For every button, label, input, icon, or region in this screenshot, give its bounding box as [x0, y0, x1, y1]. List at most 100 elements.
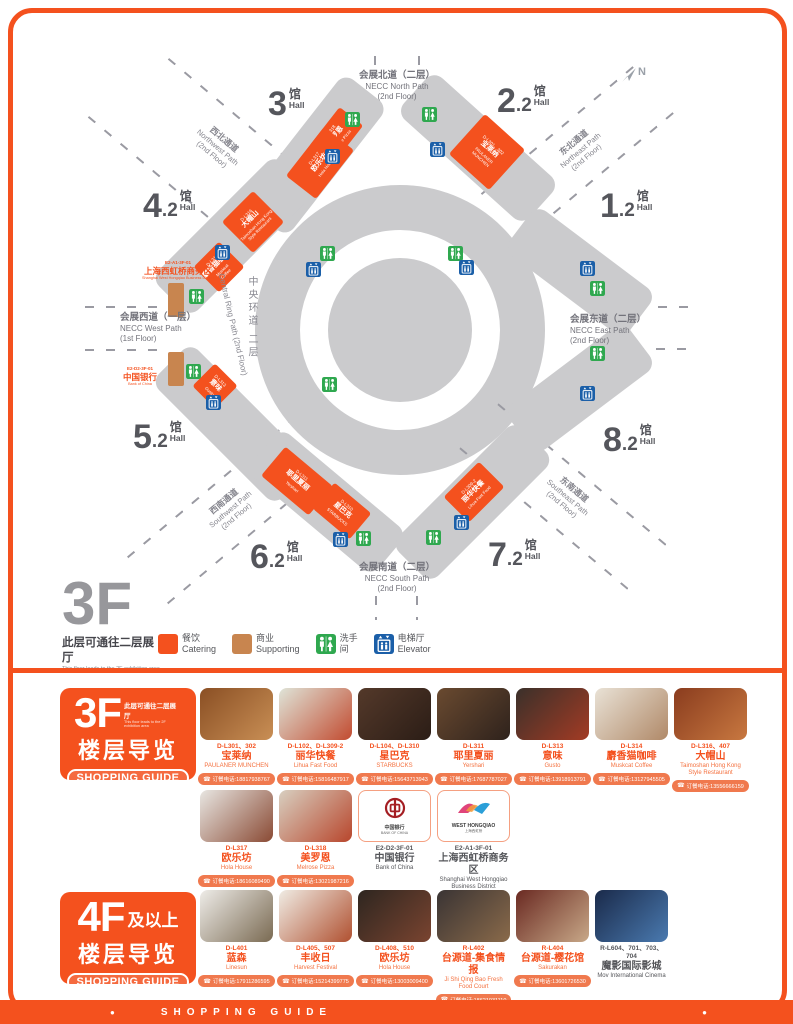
shop-card[interactable]: D-L301、302 宝莱纳 PAULANER MUNCHEN ☎ 订餐电话:18817… [198, 688, 275, 792]
phone-button[interactable]: ☎ 订餐电话:13003009400 [356, 975, 433, 988]
hall-label-3: 3 馆 Hall [268, 87, 305, 121]
shop-card[interactable]: D-L314 麝香猫咖啡 Muskcat Coffee ☎ 订餐电话:131279455… [593, 688, 670, 792]
phone-button[interactable]: ☎ 订餐电话:13021987216 [277, 875, 354, 888]
hall-label-62: 6.2 馆 Hall [250, 538, 303, 576]
hall-number: 8 [603, 421, 622, 459]
floor-3f-note-en: This floor leads to the 2F exhibition ar… [124, 719, 166, 728]
shop-name-en: Mov International Cinema [597, 973, 666, 980]
phone-button[interactable]: ☎ 订餐电话:13556666159 [672, 779, 749, 792]
phone-button[interactable]: ☎ 订餐电话:18817938767 [198, 773, 275, 786]
legend-item-supporting: 商业 Supporting [232, 633, 300, 655]
supporting-area [168, 352, 184, 386]
hall-number: 1 [600, 187, 619, 225]
shop-name-cn: 大帽山 [695, 751, 726, 763]
road-name-en: NECC North Path [365, 82, 429, 92]
shop-photo [200, 688, 273, 740]
hall-label-82: 8.2 馆 Hall [603, 421, 655, 459]
phone-icon: ☎ [519, 978, 527, 985]
phone-button[interactable]: ☎ 订餐电话:17911286595 [198, 975, 275, 988]
phone-button[interactable]: ☎ 订餐电话:15643713943 [356, 773, 433, 786]
map-toilet-icon [422, 107, 437, 122]
shop-card[interactable]: 中国银行 BANK OF CHINA E2-D2-3F-01 中国银行 Bank of … [358, 790, 431, 891]
legend-supporting-swatch [232, 633, 253, 654]
hall-suffix-cn: 馆 [179, 189, 192, 203]
guide-4f-header: 4F 及以上 楼层导览 SHOPPING GUIDE [60, 892, 196, 991]
phone-number: 订餐电话:18817938767 [212, 777, 270, 784]
legend-label-en: Catering [182, 643, 217, 654]
road-label: 会展西道（一层） NECC West Path (1st Floor) [120, 312, 230, 344]
shop-name-cn: 宝莱纳 [221, 751, 252, 763]
supporting-area [168, 283, 184, 317]
map-toilet-icon [590, 281, 605, 296]
shop-photo [516, 688, 589, 740]
label-name-cn: 中国银行 [122, 371, 157, 382]
phone-button[interactable]: ☎ 订餐电话:13127945505 [593, 773, 670, 786]
shop-name-cn: 美罗恩 [300, 853, 331, 865]
guide-3f-row2: D-L317 欧乐坊 Hola House ☎ 订餐电话:18616089490 D-L3… [198, 790, 510, 891]
hall-number: 2 [497, 82, 516, 120]
shop-code: D-L311 [462, 743, 485, 750]
hall-suffix: 馆 Hall [524, 538, 541, 562]
guide-3f-badge: SHOPPING GUIDE [66, 768, 190, 787]
shop-card[interactable]: D-L317 欧乐坊 Hola House ☎ 订餐电话:18616089490 [198, 790, 275, 891]
phone-button[interactable]: ☎ 订餐电话:15214399775 [277, 975, 354, 988]
shop-card[interactable]: D-L313 意味 Gusto ☎ 订餐电话:13918913791 [514, 688, 591, 792]
map-elevator-icon [306, 262, 321, 277]
legend-item-catering: 餐饮 Catering [158, 633, 216, 655]
map-toilet-icon [426, 530, 441, 545]
label-name-en: Bank of China [128, 382, 152, 387]
road-floor: (1st Floor) [120, 334, 157, 344]
shop-photo [279, 790, 352, 842]
shop-card[interactable]: D-L104、D-L310 星巴克 STARBUCKS ☎ 订餐电话:156437139… [356, 688, 433, 792]
shop-code: D-L317 [225, 845, 248, 852]
hall-label-52: 5.2 馆 Hall [133, 420, 185, 454]
shop-card[interactable]: D-L405、507 丰收日 Harvest Festival ☎ 订餐电话:15214… [277, 890, 354, 1006]
shop-card[interactable]: D-L102、D-L309-2 丽华快餐 Lihua Fast Food ☎ 订餐电话:… [277, 688, 354, 792]
map-elevator-icon [215, 245, 230, 260]
map-toilet-icon [356, 531, 371, 546]
phone-button[interactable]: ☎ 订餐电话:18616089490 [198, 875, 275, 888]
hall-suffix: 馆 Hall [534, 84, 550, 108]
phone-button[interactable]: ☎ 订餐电话:13918913791 [514, 773, 591, 786]
guide-4f-badge: SHOPPING GUIDE [66, 972, 190, 991]
phone-button[interactable]: ☎ 订餐电话:15816487917 [277, 773, 354, 786]
shop-card[interactable]: R-L604、701、703、704 魔影国际影城 Mov Internationa… [595, 890, 668, 1006]
shop-code: D-L401 [225, 945, 248, 952]
hall-suffix-en: Hall [286, 553, 303, 564]
hall-suffix-cn: 馆 [524, 538, 537, 552]
phone-number: 订餐电话:13918913791 [528, 777, 586, 784]
shop-card[interactable]: R-L404 台源道-樱花馆 Sakurakan ☎ 订餐电话:13601726530 [514, 890, 591, 1006]
phone-number: 订餐电话:13003009400 [370, 979, 428, 986]
shop-name-en: Ji Shi Qing Bao Fresh Food Court [444, 977, 503, 991]
phone-button[interactable]: ☎ 订餐电话:13601726530 [514, 975, 591, 988]
path-dashed-line [375, 596, 377, 620]
hall-suffix-en: Hall [636, 202, 653, 213]
path-name-en: Northeast Path [558, 130, 603, 170]
path-dashed-line [416, 596, 418, 620]
shop-card[interactable]: D-L311 耶里夏丽 Yershari ☎ 订餐电话:17687787027 [435, 688, 512, 792]
central-ring-label-cn: 中央环道 二层 [246, 276, 257, 360]
legend-item-toilet: 洗手间 [315, 633, 358, 655]
shop-name-cn: 丰收日 [300, 953, 331, 965]
shop-card[interactable]: WEST HONGQIAO 上海西虹桥 E2-A1-3F-01 上海西虹桥商务区 Sha… [437, 790, 510, 891]
bottom-bar-dot-right: ● [702, 1007, 707, 1017]
shop-card[interactable]: D-L318 美罗恩 Melrose Pizza ☎ 订餐电话:13021987216 [277, 790, 354, 891]
shop-name-cn: 上海西虹桥商务区 [438, 853, 509, 877]
phone-button[interactable]: ☎ 订餐电话:17687787027 [435, 773, 512, 786]
hall-number: 6 [250, 538, 269, 576]
hall-suffix: 馆 Hall [179, 189, 196, 213]
shop-card[interactable]: D-L401 蓝森 Linesun ☎ 订餐电话:17911286595 [198, 890, 275, 1006]
shop-name-en: Bank of China [375, 865, 414, 872]
road-name-en: NECC South Path [364, 574, 430, 584]
legend-label-en: Elevator [397, 643, 431, 654]
shop-card[interactable]: D-L316、407 大帽山 Taimoshan Hong Kong Style R… [672, 688, 749, 792]
legend-label-en: 间 [339, 643, 349, 654]
hall-label-72: 7.2 馆 Hall [488, 538, 541, 572]
phone-icon: ☎ [361, 978, 369, 985]
map-elevator-icon [430, 142, 445, 157]
label-code: E2-D2-3F-01 [126, 366, 153, 371]
shop-card[interactable]: D-L408、510 欧乐坊 Hola House ☎ 订餐电话:13003009400 [356, 890, 433, 1006]
shop-photo [516, 890, 589, 942]
shop-card[interactable]: R-L402 台源道-集食情报 Ji Shi Qing Bao Fresh Food… [435, 890, 512, 1006]
shop-code: D-L314 [620, 743, 643, 750]
